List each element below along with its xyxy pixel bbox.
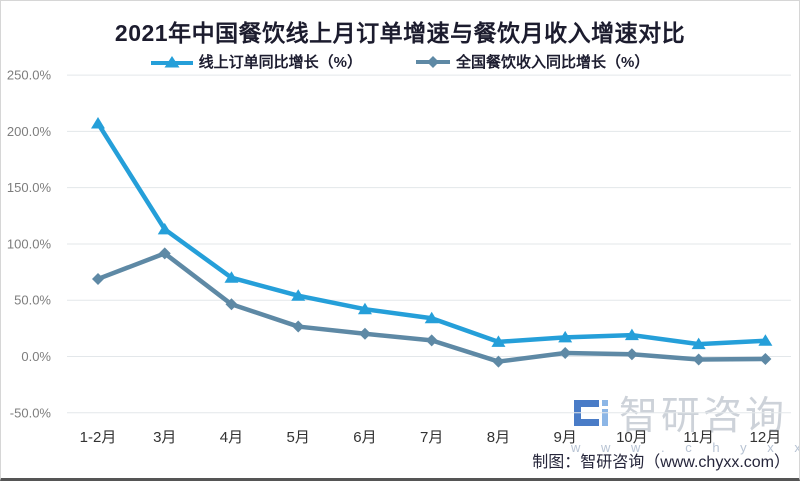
triangle-data-marker: [424, 311, 439, 324]
triangle-data-marker: [691, 337, 706, 350]
legend-label-national-revenue: 全国餐饮收入同比增长（%）: [456, 54, 650, 71]
triangle-data-marker: [624, 328, 639, 341]
x-axis-tick-label: 9月: [554, 429, 577, 446]
triangle-data-marker: [357, 302, 372, 315]
triangle-data-marker: [291, 289, 306, 301]
watermark: 智研咨询 w w w . c h y x x . c o m: [571, 395, 799, 457]
diamond-data-marker: [425, 334, 438, 347]
x-axis-tick-label: 12月: [750, 429, 782, 446]
series-line: [95, 121, 768, 347]
y-axis-tick-label: 200.0%: [7, 124, 52, 139]
triangle-series-marker-icon: [150, 55, 193, 67]
triangle-data-marker: [157, 222, 172, 235]
diamond-data-marker: [358, 327, 371, 340]
y-axis-tick-label: 250.0%: [7, 68, 52, 83]
x-axis-tick-label: 8月: [487, 429, 510, 446]
x-axis-tick-label: 6月: [353, 429, 376, 446]
triangle-data-marker: [491, 335, 506, 347]
chart-legend: 线上订单同比增长（%） 全国餐饮收入同比增长（%）: [1, 51, 799, 72]
x-axis-tick-label: 7月: [420, 429, 443, 446]
diamond-data-marker: [225, 298, 238, 311]
legend-item-online-orders: 线上订单同比增长（%）: [150, 51, 362, 72]
triangle-data-marker: [224, 271, 239, 283]
x-axis-tick-label: 1-2月: [80, 429, 117, 446]
y-axis-tick-label: 50.0%: [14, 293, 51, 308]
diamond-data-marker: [292, 320, 305, 333]
diamond-data-marker: [492, 355, 505, 368]
credit-line: 制图：智研咨询（www.chyxx.com）: [532, 454, 790, 471]
triangle-data-marker: [758, 334, 773, 346]
legend-item-national-revenue: 全国餐饮收入同比增长（%）: [416, 51, 649, 72]
chart-title: 2021年中国餐饮线上月订单增速与餐饮月收入增速对比: [114, 20, 686, 46]
diamond-data-marker: [158, 247, 171, 260]
diamond-data-marker: [759, 352, 772, 365]
diamond-series-marker-icon: [416, 55, 450, 68]
x-axis-tick-label: 5月: [287, 429, 310, 446]
legend-label-online-orders: 线上订单同比增长（%）: [198, 54, 362, 71]
watermark-brand-text: 智研咨询: [619, 395, 788, 438]
y-axis-tick-label: 0.0%: [21, 349, 51, 364]
diamond-data-marker: [625, 348, 638, 361]
diamond-data-marker: [92, 272, 104, 285]
diamond-data-marker: [559, 347, 572, 360]
x-axis-tick-label: 10月: [616, 429, 648, 446]
triangle-data-marker: [558, 330, 573, 343]
triangle-data-marker: [91, 117, 105, 129]
x-axis-tick-label: 3月: [153, 429, 176, 446]
x-axis-tick-label: 4月: [220, 429, 243, 446]
watermark-url-text: w w w . c h y x x . c o m: [571, 440, 799, 455]
y-axis-tick-label: 100.0%: [7, 236, 52, 251]
y-axis-tick-label: -50.0%: [10, 405, 52, 420]
diamond-data-marker: [692, 353, 705, 366]
x-axis-tick-label: 11月: [683, 429, 714, 446]
y-axis-tick-label: 150.0%: [7, 180, 52, 195]
